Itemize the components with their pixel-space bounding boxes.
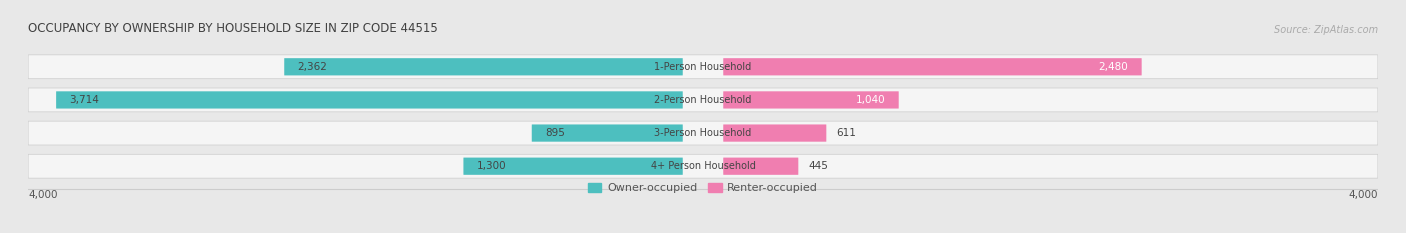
Text: 2,480: 2,480 bbox=[1098, 62, 1128, 72]
FancyBboxPatch shape bbox=[28, 154, 1378, 178]
Text: 2,362: 2,362 bbox=[298, 62, 328, 72]
Legend: Owner-occupied, Renter-occupied: Owner-occupied, Renter-occupied bbox=[588, 182, 818, 193]
Text: OCCUPANCY BY OWNERSHIP BY HOUSEHOLD SIZE IN ZIP CODE 44515: OCCUPANCY BY OWNERSHIP BY HOUSEHOLD SIZE… bbox=[28, 22, 437, 35]
Text: 1,300: 1,300 bbox=[477, 161, 506, 171]
Text: 4+ Person Household: 4+ Person Household bbox=[651, 161, 755, 171]
FancyBboxPatch shape bbox=[723, 91, 898, 109]
Text: 1,040: 1,040 bbox=[856, 95, 886, 105]
FancyBboxPatch shape bbox=[723, 124, 827, 142]
FancyBboxPatch shape bbox=[28, 55, 1378, 79]
FancyBboxPatch shape bbox=[723, 58, 1142, 75]
FancyBboxPatch shape bbox=[28, 88, 1378, 112]
Text: 1-Person Household: 1-Person Household bbox=[654, 62, 752, 72]
Text: 445: 445 bbox=[808, 161, 828, 171]
Text: 611: 611 bbox=[837, 128, 856, 138]
Text: 3,714: 3,714 bbox=[70, 95, 100, 105]
Text: 4,000: 4,000 bbox=[28, 190, 58, 200]
FancyBboxPatch shape bbox=[723, 158, 799, 175]
Text: Source: ZipAtlas.com: Source: ZipAtlas.com bbox=[1274, 25, 1378, 35]
FancyBboxPatch shape bbox=[56, 91, 683, 109]
Text: 4,000: 4,000 bbox=[1348, 190, 1378, 200]
FancyBboxPatch shape bbox=[531, 124, 683, 142]
FancyBboxPatch shape bbox=[464, 158, 683, 175]
FancyBboxPatch shape bbox=[284, 58, 683, 75]
FancyBboxPatch shape bbox=[28, 121, 1378, 145]
Text: 2-Person Household: 2-Person Household bbox=[654, 95, 752, 105]
Text: 895: 895 bbox=[546, 128, 565, 138]
Text: 3-Person Household: 3-Person Household bbox=[654, 128, 752, 138]
